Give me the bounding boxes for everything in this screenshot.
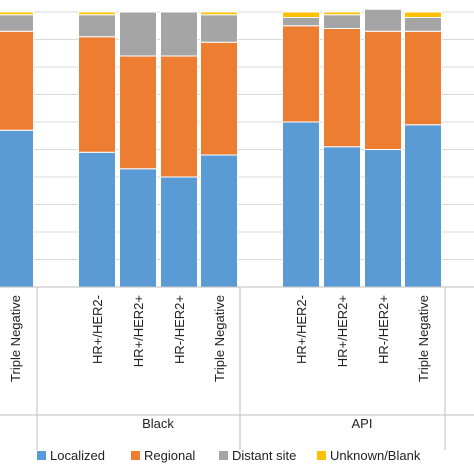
- legend-label: Distant site: [232, 448, 296, 463]
- bar-segment-localized: [364, 149, 402, 288]
- bar-segment-distant-site: [404, 17, 442, 32]
- category-tick-label: HR+/HER2-: [90, 295, 105, 364]
- bar-segment-distant-site: [119, 11, 157, 57]
- legend-swatch: [219, 451, 228, 460]
- bar-segment-unknown-blank: [404, 11, 442, 18]
- bar-segment-regional: [364, 30, 402, 150]
- bar-segment-regional: [323, 28, 361, 148]
- bar-segment-unknown-blank: [282, 11, 320, 18]
- legend-label: Regional: [144, 448, 195, 463]
- bar-segment-localized: [282, 121, 320, 288]
- bar-segment-unknown-blank: [0, 11, 34, 16]
- bar-segment-distant-site: [78, 14, 116, 38]
- bar-segment-distant-site: [0, 14, 34, 32]
- bar-segment-localized: [404, 124, 442, 288]
- bar-segment-regional: [160, 55, 198, 178]
- bar-segment-distant-site: [282, 17, 320, 27]
- category-tick-label: Triple Negative: [8, 295, 23, 382]
- category-tick-label: HR-/HER2+: [376, 295, 391, 364]
- bar-segment-localized: [160, 176, 198, 288]
- bar-segment-regional: [282, 25, 320, 123]
- bar-segment-distant-site: [160, 11, 198, 57]
- bar-segment-distant-site: [364, 8, 402, 32]
- bars: [0, 8, 442, 288]
- legend: Localized Regional Distant site Unknown/Bla…: [37, 448, 421, 463]
- bar-segment-regional: [78, 36, 116, 153]
- category-tick-label: HR+/HER2-: [294, 295, 309, 364]
- bar-segment-localized: [323, 146, 361, 288]
- bar-segment-distant-site: [323, 14, 361, 29]
- legend-swatch: [317, 451, 326, 460]
- legend-label: Localized: [50, 448, 105, 463]
- category-tick-label: HR-/HER2+: [172, 295, 187, 364]
- category-axis: Triple Negative HR+/HER2- HR+/HER2+ HR-/HER…: [0, 286, 474, 450]
- bar-segment-localized: [0, 129, 34, 288]
- bar-segment-distant-site: [200, 14, 238, 43]
- bar-segment-localized: [200, 154, 238, 288]
- bar-segment-regional: [200, 41, 238, 156]
- group-label: API: [352, 416, 373, 431]
- legend-swatch: [131, 451, 140, 460]
- bar-segment-regional: [404, 30, 442, 126]
- category-tick-label: Triple Negative: [212, 295, 227, 382]
- bar-segment-unknown-blank: [200, 11, 238, 16]
- category-tick-label: HR+/HER2+: [131, 295, 146, 367]
- legend-label: Unknown/Blank: [330, 448, 421, 463]
- bar-segment-regional: [119, 55, 157, 170]
- bar-segment-localized: [119, 168, 157, 288]
- legend-swatch: [37, 451, 46, 460]
- group-label: Black: [142, 416, 174, 431]
- category-tick-label: HR+/HER2+: [335, 295, 350, 367]
- bar-segment-localized: [78, 151, 116, 288]
- category-tick-label: Triple Negative: [416, 295, 431, 382]
- bar-segment-unknown-blank: [323, 11, 361, 16]
- bar-segment-regional: [0, 30, 34, 131]
- bar-segment-unknown-blank: [78, 11, 116, 16]
